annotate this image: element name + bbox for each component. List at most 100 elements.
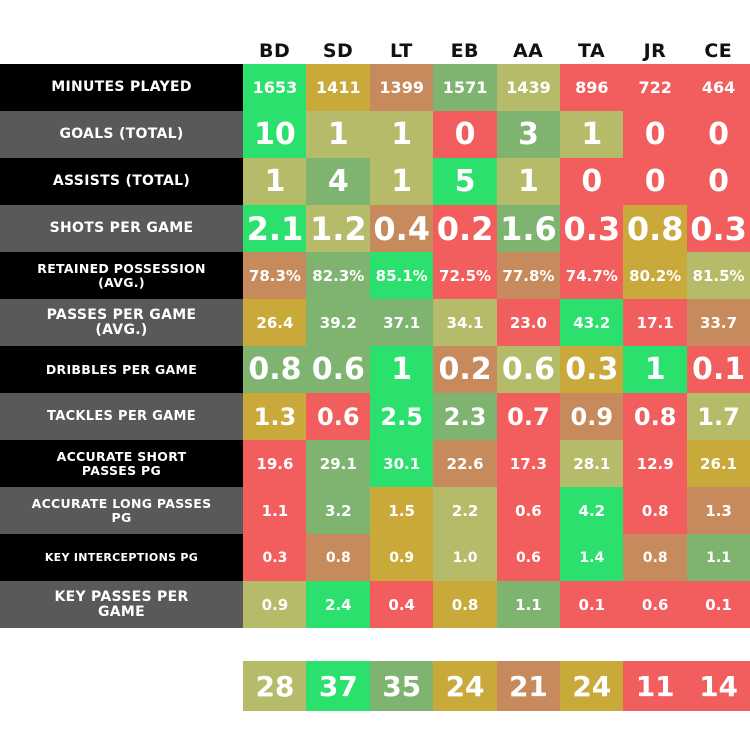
- stat-cell: 0: [686, 111, 750, 158]
- stat-cell: 30.1: [369, 440, 434, 487]
- stat-cell: 33.7: [686, 299, 750, 346]
- stat-cell: 0.1: [559, 581, 624, 628]
- stat-cell: 85.1%: [369, 252, 434, 299]
- stat-cell: 0.3: [243, 534, 307, 581]
- player-header: JR: [643, 40, 667, 62]
- stat-cell: 2.5: [369, 393, 434, 440]
- stat-cell: 1: [496, 158, 561, 205]
- total-cell: 21: [496, 661, 561, 711]
- player-header: AA: [512, 40, 544, 62]
- stat-cell: 1.7: [686, 393, 750, 440]
- stat-cell: 0.8: [623, 393, 688, 440]
- stat-cell: 0.6: [306, 393, 371, 440]
- row-label: Key Interceptions PG: [0, 534, 243, 581]
- row-label: Minutes Played: [0, 64, 243, 111]
- player-header: SD: [322, 40, 354, 62]
- stat-cell: 26.4: [243, 299, 307, 346]
- stat-cell: 4.2: [559, 487, 624, 534]
- stat-cell: 1.6: [496, 205, 561, 252]
- stat-cell: 2.4: [306, 581, 371, 628]
- stat-cell: 3: [496, 111, 561, 158]
- stat-cell: 28.1: [559, 440, 624, 487]
- stat-cell: 80.2%: [623, 252, 688, 299]
- stat-cell: 39.2: [306, 299, 371, 346]
- stat-cell: 1: [369, 158, 434, 205]
- stat-cell: 0.3: [559, 346, 624, 393]
- stat-cell: 1.0: [433, 534, 497, 581]
- stat-cell: 1439: [496, 64, 561, 111]
- stat-cell: 0.6: [496, 487, 561, 534]
- stat-cell: 0.8: [306, 534, 371, 581]
- stat-cell: 0.1: [686, 581, 750, 628]
- stat-cell: 0.9: [369, 534, 434, 581]
- stat-cell: 34.1: [433, 299, 497, 346]
- row-label: Assists (Total): [0, 158, 243, 205]
- stat-cell: 23.0: [496, 299, 561, 346]
- stat-cell: 0.3: [559, 205, 624, 252]
- stat-cell: 0.4: [369, 205, 434, 252]
- stat-cell: 4: [306, 158, 371, 205]
- stat-cell: 17.3: [496, 440, 561, 487]
- stat-cell: 1.1: [496, 581, 561, 628]
- stat-cell: 29.1: [306, 440, 371, 487]
- stat-cell: 0.6: [623, 581, 688, 628]
- stat-cell: 0.7: [496, 393, 561, 440]
- stat-cell: 1.5: [369, 487, 434, 534]
- total-cell: 24: [559, 661, 624, 711]
- stat-cell: 464: [686, 64, 750, 111]
- player-header: EB: [450, 40, 480, 62]
- stat-cell: 0: [686, 158, 750, 205]
- stat-cell: 896: [559, 64, 624, 111]
- stat-cell: 0.9: [243, 581, 307, 628]
- row-label: Key Passes Per Game: [0, 581, 243, 628]
- stat-cell: 0.2: [433, 346, 497, 393]
- stat-cell: 1.1: [686, 534, 750, 581]
- stat-cell: 43.2: [559, 299, 624, 346]
- total-cell: 37: [306, 661, 371, 711]
- row-label: Dribbles Per Game: [0, 346, 243, 393]
- stat-cell: 82.3%: [306, 252, 371, 299]
- stat-cell: 0.8: [623, 205, 688, 252]
- stat-cell: 78.3%: [243, 252, 307, 299]
- stat-cell: 0: [623, 111, 688, 158]
- stat-cell: 81.5%: [686, 252, 750, 299]
- row-label: Accurate Long Passes PG: [0, 487, 243, 534]
- player-header: LT: [389, 40, 413, 62]
- stat-cell: 1: [559, 111, 624, 158]
- player-header: TA: [577, 40, 606, 62]
- stat-cell: 2.1: [243, 205, 307, 252]
- stat-cell: 0.4: [369, 581, 434, 628]
- stat-cell: 26.1: [686, 440, 750, 487]
- stat-cell: 1: [623, 346, 688, 393]
- stat-cell: 1.3: [243, 393, 307, 440]
- stat-cell: 17.1: [623, 299, 688, 346]
- total-cell: 14: [686, 661, 750, 711]
- player-header: BD: [259, 40, 291, 62]
- stat-cell: 22.6: [433, 440, 497, 487]
- stat-cell: 0.6: [306, 346, 371, 393]
- stat-cell: 0.8: [623, 487, 688, 534]
- stat-cell: 722: [623, 64, 688, 111]
- stat-cell: 1: [243, 158, 307, 205]
- total-cell: 24: [433, 661, 497, 711]
- row-label: Retained Possession (Avg.): [0, 252, 243, 299]
- row-label: Passes Per Game (Avg.): [0, 299, 243, 346]
- row-label: Accurate Short Passes PG: [0, 440, 243, 487]
- stat-cell: 2.2: [433, 487, 497, 534]
- stat-cell: 3.2: [306, 487, 371, 534]
- stat-cell: 37.1: [369, 299, 434, 346]
- stat-cell: 0: [559, 158, 624, 205]
- stat-cell: 1.1: [243, 487, 307, 534]
- stat-cell: 1411: [306, 64, 371, 111]
- stat-cell: 1: [369, 111, 434, 158]
- total-cell: 11: [623, 661, 688, 711]
- stat-cell: 2.3: [433, 393, 497, 440]
- stat-cell: 0.6: [496, 534, 561, 581]
- stat-cell: 0.3: [686, 205, 750, 252]
- stat-cell: 0.8: [243, 346, 307, 393]
- stat-cell: 0.1: [686, 346, 750, 393]
- stat-cell: 0: [433, 111, 497, 158]
- stat-cell: 10: [243, 111, 307, 158]
- row-label: Tackles Per Game: [0, 393, 243, 440]
